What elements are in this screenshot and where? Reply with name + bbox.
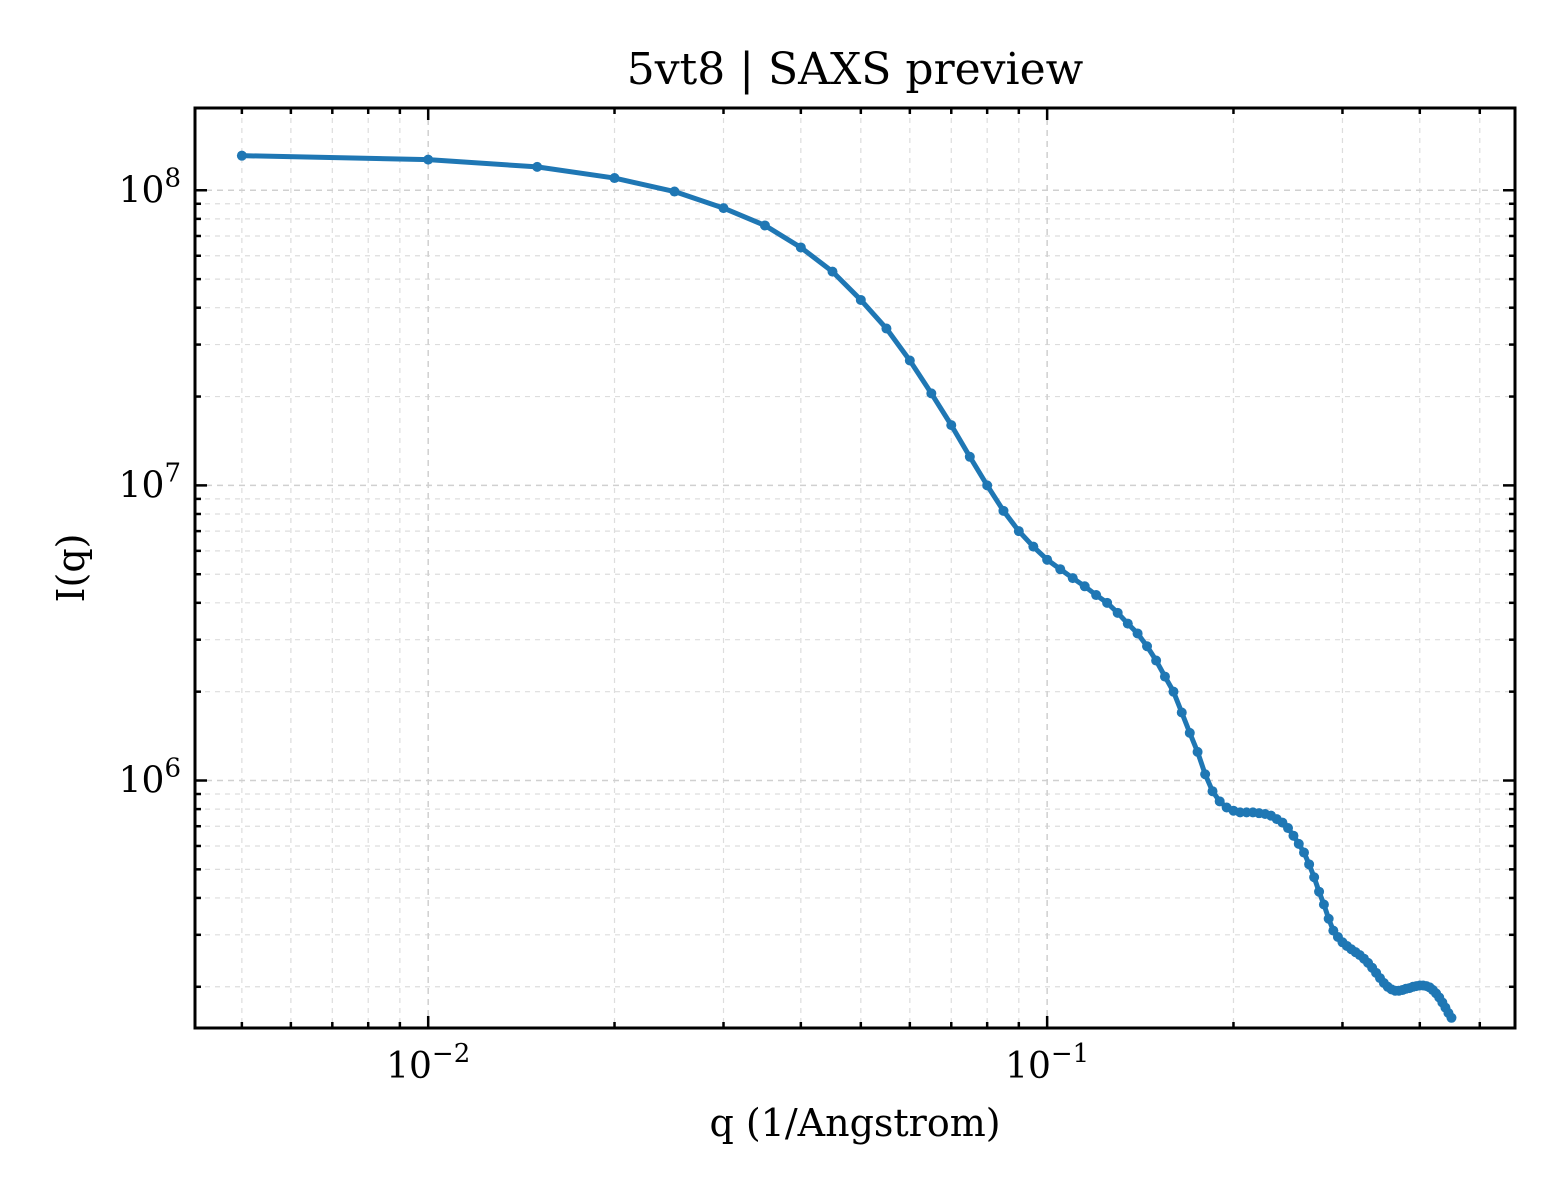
chart-title: 5vt8 | SAXS preview: [627, 44, 1084, 95]
data-point: [1067, 573, 1078, 584]
data-point: [609, 173, 620, 184]
data-point: [1314, 886, 1325, 897]
data-point: [881, 323, 892, 334]
data-point: [1214, 796, 1225, 807]
x-tick-label: 10−1: [1005, 1039, 1089, 1087]
y-tick-label: 106: [119, 754, 181, 802]
minor-gridlines: [195, 108, 1515, 1028]
data-point: [1293, 838, 1304, 849]
series-layer: [236, 150, 1457, 1023]
data-point: [1304, 859, 1315, 870]
data-point: [1042, 554, 1053, 565]
data-point: [982, 480, 993, 491]
tick-labels: 10−2 10−1 106 107 108: [119, 163, 1090, 1087]
data-point: [669, 186, 680, 197]
data-point: [1028, 541, 1039, 552]
data-point: [1122, 618, 1133, 629]
data-point: [1176, 707, 1187, 718]
axis-ticks: [195, 108, 1515, 1028]
y-axis-label: I(q): [49, 534, 93, 603]
data-point: [926, 388, 937, 399]
data-point: [1446, 1012, 1457, 1023]
y-tick-label: 107: [119, 458, 181, 506]
data-point: [1132, 628, 1143, 639]
data-point: [1200, 769, 1211, 780]
x-axis-label: q (1/Angstrom): [709, 1101, 1000, 1145]
x-tick-label: 10−2: [386, 1039, 470, 1087]
data-point: [1091, 590, 1102, 601]
data-point: [759, 220, 770, 231]
data-point: [1112, 607, 1123, 618]
data-point: [1079, 581, 1090, 592]
data-point: [964, 451, 975, 462]
data-point: [998, 505, 1009, 516]
plot-frame: [193, 106, 1517, 1030]
data-point: [1159, 671, 1170, 682]
data-point: [855, 294, 866, 305]
data-point: [1283, 823, 1294, 834]
data-point: [1102, 597, 1113, 608]
y-tick-label: 108: [119, 163, 181, 211]
data-point: [1184, 727, 1195, 738]
data-point: [1299, 847, 1309, 858]
data-point: [1207, 786, 1218, 797]
data-point: [1055, 564, 1066, 575]
data-point: [1168, 686, 1179, 697]
data-point: [423, 154, 434, 165]
data-point: [1142, 641, 1153, 652]
data-point: [1309, 872, 1320, 883]
data-point: [718, 203, 729, 214]
major-gridlines: [195, 108, 1515, 1028]
data-point: [795, 242, 806, 253]
data-point: [1151, 655, 1162, 666]
data-point: [904, 355, 915, 366]
data-point: [1318, 899, 1329, 910]
data-point: [1013, 526, 1024, 537]
data-point: [827, 266, 838, 277]
data-point: [532, 161, 543, 172]
data-point: [1323, 913, 1334, 924]
data-point: [1288, 830, 1299, 841]
data-point: [946, 420, 957, 431]
data-point: [236, 150, 247, 161]
data-point: [1192, 746, 1203, 757]
